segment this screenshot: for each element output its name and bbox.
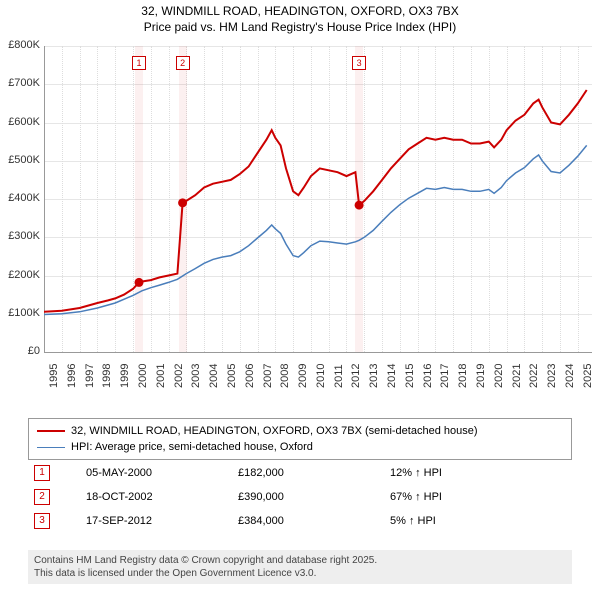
event-delta: 5% ↑ HPI [386,510,570,532]
event-delta: 67% ↑ HPI [386,486,570,508]
footer-line2: This data is licensed under the Open Gov… [34,567,566,580]
title-subtitle: Price paid vs. HM Land Registry's House … [0,20,600,36]
legend-swatch [37,447,65,448]
footer-attribution: Contains HM Land Registry data © Crown c… [28,550,572,584]
sale-events-table: 1 05-MAY-2000£182,00012% ↑ HPI 2 18-OCT-200… [28,460,572,534]
event-price: £390,000 [234,486,384,508]
event-delta: 12% ↑ HPI [386,462,570,484]
event-date: 05-MAY-2000 [82,462,232,484]
price-chart: £0£100K£200K£300K£400K£500K£600K£700K£80… [0,40,600,410]
sale-point [178,198,187,207]
series-line [44,145,587,314]
event-marker-icon: 2 [34,489,50,505]
event-price: £182,000 [234,462,384,484]
event-price: £384,000 [234,510,384,532]
legend-label: 32, WINDMILL ROAD, HEADINGTON, OXFORD, O… [71,425,478,437]
legend-row: 32, WINDMILL ROAD, HEADINGTON, OXFORD, O… [37,423,563,439]
footer-line1: Contains HM Land Registry data © Crown c… [34,554,566,567]
legend-row: HPI: Average price, semi-detached house,… [37,439,563,455]
event-row: 3 17-SEP-2012£384,0005% ↑ HPI [30,510,570,532]
legend: 32, WINDMILL ROAD, HEADINGTON, OXFORD, O… [28,418,572,460]
event-marker-icon: 1 [34,465,50,481]
chart-titles: 32, WINDMILL ROAD, HEADINGTON, OXFORD, O… [0,0,600,35]
legend-label: HPI: Average price, semi-detached house,… [71,441,313,453]
legend-swatch [37,430,65,432]
sale-point [135,278,144,287]
event-date: 18-OCT-2002 [82,486,232,508]
sale-point [355,201,364,210]
event-row: 1 05-MAY-2000£182,00012% ↑ HPI [30,462,570,484]
event-date: 17-SEP-2012 [82,510,232,532]
series-line [44,90,587,312]
chart-svg [0,40,600,410]
event-row: 2 18-OCT-2002£390,00067% ↑ HPI [30,486,570,508]
event-marker-icon: 3 [34,513,50,529]
title-address: 32, WINDMILL ROAD, HEADINGTON, OXFORD, O… [0,4,600,20]
